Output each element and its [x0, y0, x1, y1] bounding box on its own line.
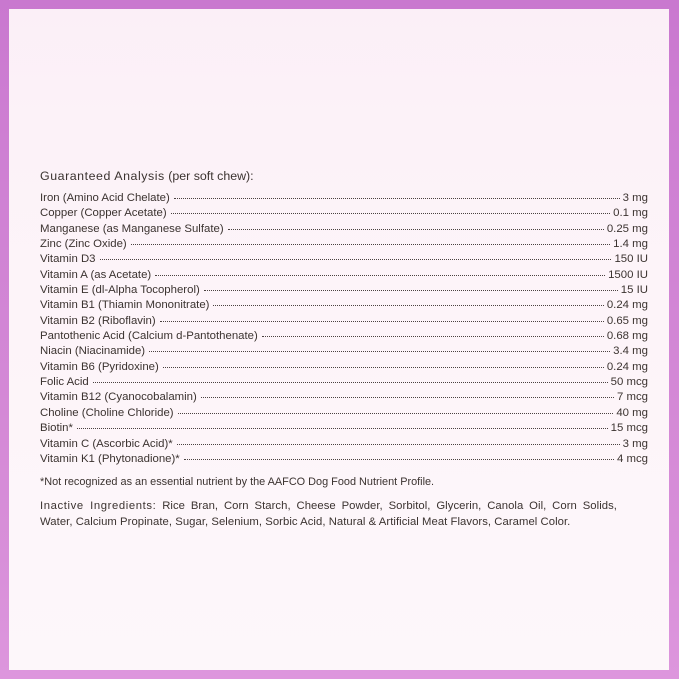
nutrient-value: 7 mcg: [616, 391, 648, 404]
nutrient-name: Vitamin D3: [40, 253, 96, 266]
nutrient-value: 15 IU: [620, 284, 648, 297]
nutrient-name: Folic Acid: [40, 376, 89, 389]
leader-dots: [203, 282, 618, 293]
leader-dots: [162, 359, 604, 370]
nutrient-row: Niacin (Niacinamide) 3.4 mg: [40, 343, 648, 358]
nutrient-value: 15 mcg: [610, 422, 648, 435]
nutrient-row: Choline (Choline Chloride) 40 mg: [40, 405, 648, 420]
nutrient-name: Vitamin B1 (Thiamin Mononitrate): [40, 299, 210, 312]
nutrient-name: Biotin*: [40, 422, 73, 435]
nutrient-value: 3.4 mg: [613, 345, 648, 358]
leader-dots: [159, 313, 604, 324]
leader-dots: [200, 389, 614, 400]
nutrient-value: 3 mg: [622, 437, 648, 450]
nutrient-value: 0.24 mg: [606, 360, 648, 373]
nutrient-row: Iron (Amino Acid Chelate) 3 mg: [40, 190, 648, 205]
nutrient-row: Zinc (Zinc Oxide) 1.4 mg: [40, 236, 648, 251]
nutrient-row: Vitamin C (Ascorbic Acid)* 3 mg: [40, 436, 648, 451]
leader-dots: [177, 405, 614, 416]
inactive-ingredients-body: Rice Bran, Corn Starch, Cheese Powder, S…: [40, 500, 617, 528]
nutrient-value: 3 mg: [622, 192, 648, 204]
leader-dots: [183, 451, 614, 462]
inactive-ingredients-label: Inactive Ingredients:: [40, 500, 157, 513]
nutrient-value: 0.25 mg: [606, 222, 648, 235]
leader-dots: [76, 420, 608, 431]
nutrient-name: Vitamin E (dl-Alpha Tocopherol): [40, 284, 200, 297]
nutrient-row: Biotin* 15 mcg: [40, 420, 648, 435]
nutrient-name: Vitamin B12 (Cyanocobalamin): [40, 391, 197, 404]
leader-dots: [173, 190, 620, 201]
nutrient-value: 1.4 mg: [613, 238, 648, 251]
nutrient-name: Vitamin C (Ascorbic Acid)*: [40, 437, 173, 450]
nutrient-name: Vitamin K1 (Phytonadione)*: [40, 452, 180, 465]
nutrient-name: Pantothenic Acid (Calcium d-Pantothenate…: [40, 330, 258, 343]
nutrient-row: Vitamin E (dl-Alpha Tocopherol) 15 IU: [40, 282, 648, 297]
nutrient-row: Vitamin B6 (Pyridoxine) 0.24 mg: [40, 359, 648, 374]
nutrient-name: Manganese (as Manganese Sulfate): [40, 222, 224, 235]
nutrient-value: 0.1 mg: [613, 207, 648, 220]
nutrient-list: Iron (Amino Acid Chelate) 3 mg Copper (C…: [40, 190, 648, 466]
nutrient-row: Folic Acid 50 mcg: [40, 374, 648, 389]
leader-dots: [227, 221, 604, 232]
nutrient-row: Vitamin B2 (Riboflavin) 0.65 mg: [40, 313, 648, 328]
nutrient-value: 0.68 mg: [606, 330, 648, 343]
nutrient-name: Vitamin B6 (Pyridoxine): [40, 360, 159, 373]
leader-dots: [155, 267, 605, 278]
nutrient-value: 40 mg: [616, 406, 648, 419]
nutrient-row: Pantothenic Acid (Calcium d-Pantothenate…: [40, 328, 648, 343]
nutrient-row: Vitamin K1 (Phytonadione)* 4 mcg: [40, 451, 648, 466]
leader-dots: [92, 374, 608, 385]
leader-dots: [261, 328, 604, 339]
nutrient-name: Niacin (Niacinamide): [40, 345, 146, 358]
supplement-label-panel: Guaranteed Analysis (per soft chew): Iro…: [9, 9, 669, 670]
nutrient-name: Choline (Choline Chloride): [40, 406, 174, 419]
nutrient-row: Manganese (as Manganese Sulfate) 0.25 mg: [40, 221, 648, 236]
leader-dots: [213, 297, 604, 308]
nutrient-value: 1500 IU: [608, 268, 648, 281]
nutrient-value: 0.24 mg: [606, 299, 648, 312]
guaranteed-analysis-title: Guaranteed Analysis: [40, 169, 165, 183]
nutrient-value: 150 IU: [614, 253, 648, 266]
nutrient-value: 50 mcg: [610, 376, 648, 389]
nutrient-name: Copper (Copper Acetate): [40, 207, 167, 220]
nutrient-name: Iron (Amino Acid Chelate): [40, 192, 170, 204]
nutrient-row: Vitamin D3 150 IU: [40, 251, 648, 266]
nutrient-name: Vitamin B2 (Riboflavin): [40, 314, 156, 327]
nutrient-row: Vitamin B1 (Thiamin Mononitrate) 0.24 mg: [40, 297, 648, 312]
guaranteed-analysis-subtitle: (per soft chew):: [164, 169, 254, 183]
leader-dots: [130, 236, 611, 247]
nutrient-row: Vitamin B12 (Cyanocobalamin) 7 mcg: [40, 389, 648, 404]
label-content: Guaranteed Analysis (per soft chew): Iro…: [40, 168, 648, 530]
nutrient-value: 4 mcg: [616, 452, 648, 465]
nutrient-value: 0.65 mg: [606, 314, 648, 327]
nutrient-row: Vitamin A (as Acetate) 1500 IU: [40, 267, 648, 282]
guaranteed-analysis-heading: Guaranteed Analysis (per soft chew):: [40, 168, 648, 185]
nutrient-name: Vitamin A (as Acetate): [40, 268, 152, 281]
nutrient-row: Copper (Copper Acetate) 0.1 mg: [40, 205, 648, 220]
nutrient-name: Zinc (Zinc Oxide): [40, 238, 127, 251]
inactive-ingredients-block: Inactive Ingredients: Rice Bran, Corn St…: [40, 499, 617, 530]
leader-dots: [170, 205, 611, 216]
footnote-text: *Not recognized as an essential nutrient…: [40, 476, 435, 489]
leader-dots: [176, 436, 620, 447]
leader-dots: [149, 343, 611, 354]
leader-dots: [99, 251, 612, 262]
